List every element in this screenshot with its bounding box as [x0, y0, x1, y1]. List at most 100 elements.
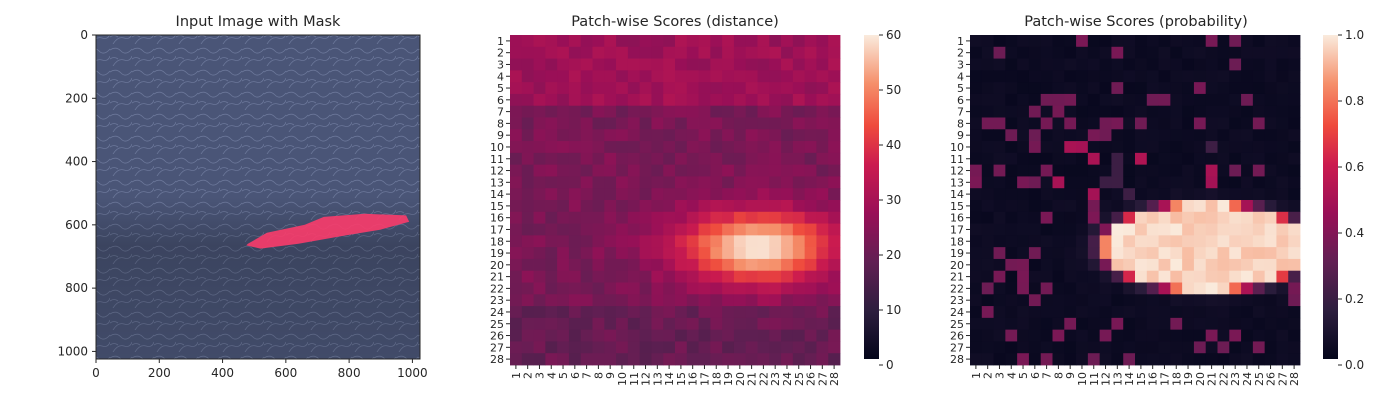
heatmap-cell — [816, 353, 829, 366]
heatmap-cell — [993, 223, 1006, 236]
heatmap-cell — [1111, 341, 1124, 354]
heatmap-cell — [1288, 235, 1301, 248]
heatmap-cell — [769, 117, 782, 130]
heatmap-cell — [722, 306, 735, 319]
heatmap-cell — [993, 306, 1006, 319]
heatmap-cell — [1005, 329, 1018, 342]
heatmap-cell — [781, 282, 794, 295]
heatmap-cell — [710, 129, 723, 142]
heatmap-cell — [627, 105, 641, 118]
heatmap-cell — [1099, 223, 1112, 236]
heatmap-cell — [1205, 329, 1218, 342]
heatmap-cell — [1158, 188, 1171, 201]
heatmap-cell — [804, 152, 817, 166]
heatmap-cell — [1252, 353, 1266, 366]
heatmap-cell — [981, 317, 994, 331]
heatmap-cell — [686, 58, 699, 71]
heatmap-cell — [1040, 353, 1053, 366]
heatmap-cell — [1146, 105, 1159, 118]
heatmap-cell — [1111, 117, 1124, 130]
heatmap-cell — [816, 117, 829, 130]
heatmap-cell — [616, 235, 629, 248]
heatmap-cell — [1182, 306, 1195, 319]
heatmap-cell — [1146, 129, 1159, 142]
heatmap-row-label: 4 — [497, 70, 504, 83]
heatmap-cell — [1028, 329, 1042, 342]
heatmap-cell — [1217, 93, 1230, 107]
heatmap-col-label: 17 — [698, 372, 711, 386]
heatmap-cell — [1052, 164, 1065, 177]
heatmap-cell — [981, 70, 994, 83]
heatmap-cell — [1099, 93, 1112, 107]
heatmap-cell — [651, 176, 664, 189]
heatmap-cell — [651, 129, 664, 142]
heatmap-cell — [792, 46, 806, 59]
heatmap-cell — [1193, 294, 1207, 307]
heatmap-cell — [1111, 223, 1124, 236]
heatmap-cell — [616, 176, 629, 189]
heatmap-cell — [1135, 353, 1148, 366]
heatmap-cell — [557, 188, 570, 201]
heatmap-cell — [698, 176, 711, 189]
heatmap-cell — [686, 93, 699, 107]
heatmap-col-label: 13 — [1111, 372, 1124, 386]
heatmap-cell — [1052, 329, 1065, 342]
colorbar-tick-label: 0.6 — [1345, 160, 1364, 174]
heatmap-cell — [970, 58, 983, 71]
colorbar-tick-label: 30 — [886, 193, 901, 207]
heatmap-cell — [1123, 247, 1136, 260]
heatmap-cell — [1170, 247, 1183, 260]
heatmap-cell — [792, 258, 806, 272]
heatmap-cell — [733, 294, 747, 307]
heatmap-cell — [568, 200, 582, 213]
heatmap-col-label: 23 — [1229, 372, 1242, 386]
heatmap-row-label: 9 — [957, 129, 964, 142]
heatmap-cell — [1111, 306, 1124, 319]
heatmap-cell — [804, 306, 817, 319]
heatmap-cell — [710, 117, 723, 130]
heatmap-cell — [604, 58, 617, 71]
heatmap-col-label: 6 — [569, 372, 582, 379]
heatmap-cell — [1040, 235, 1053, 248]
heatmap-cell — [1264, 141, 1277, 154]
heatmap-cell — [1135, 176, 1148, 189]
heatmap-cell — [1111, 152, 1124, 166]
heatmap-cell — [616, 46, 629, 59]
heatmap-cell — [533, 46, 546, 59]
image-x-tick-label: 200 — [148, 366, 171, 380]
heatmap-row-label: 20 — [490, 259, 504, 272]
heatmap-cell — [1182, 258, 1195, 272]
heatmap-cell — [1158, 258, 1171, 272]
heatmap-cell — [1264, 247, 1277, 260]
heatmap-cell — [828, 294, 841, 307]
heatmap-cell — [804, 141, 817, 154]
heatmap-cell — [1170, 353, 1183, 366]
heatmap-cell — [675, 306, 688, 319]
heatmap-cell — [1076, 164, 1089, 177]
heatmap-cell — [1064, 105, 1077, 118]
heatmap-cell — [616, 258, 629, 272]
colorbar-tick-label: 0.8 — [1345, 94, 1364, 108]
heatmap-cell — [639, 211, 652, 224]
heatmap-cell — [1252, 282, 1266, 295]
heatmap-cell — [1087, 82, 1101, 95]
heatmap-cell — [592, 35, 605, 48]
heatmap-cell — [722, 247, 735, 260]
heatmap-cell — [1076, 282, 1089, 295]
heatmap-row-label: 28 — [950, 353, 964, 366]
heatmap-cell — [781, 176, 794, 189]
heatmap-cell — [1099, 82, 1112, 95]
heatmap-cell — [568, 247, 582, 260]
heatmap-cell — [710, 152, 723, 166]
heatmap-cell — [733, 93, 747, 107]
heatmap-cell — [757, 247, 770, 260]
heatmap-cell — [1170, 258, 1183, 272]
heatmap-cell — [557, 329, 570, 342]
heatmap-row-label: 14 — [950, 188, 964, 201]
heatmap-cell — [722, 164, 735, 177]
heatmap-cell — [1264, 294, 1277, 307]
heatmap-row-label: 28 — [490, 353, 504, 366]
heatmap-cell — [604, 341, 617, 354]
heatmap-cell — [1170, 152, 1183, 166]
heatmap-cell — [733, 188, 747, 201]
